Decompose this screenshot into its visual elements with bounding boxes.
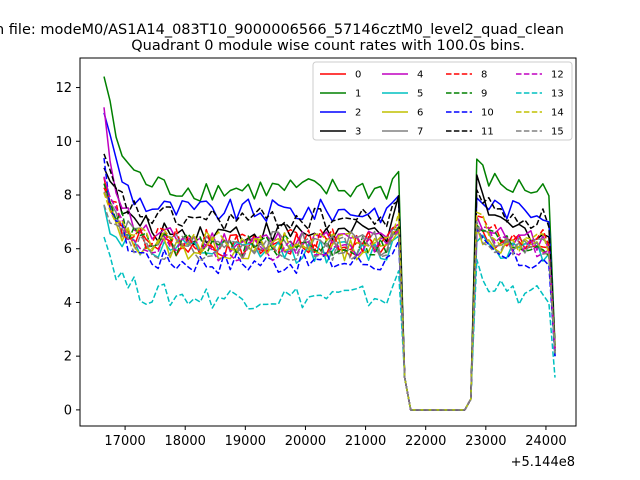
- legend-label-1: 1: [355, 89, 361, 100]
- y-tick-label: 2: [64, 350, 72, 365]
- x-tick-label: 24000: [525, 434, 566, 449]
- legend-label-9: 9: [481, 89, 487, 100]
- legend-label-3: 3: [355, 127, 361, 138]
- x-tick-label: 19000: [225, 434, 266, 449]
- legend-frame: [312, 61, 573, 141]
- legend-label-4: 4: [417, 70, 423, 81]
- x-tick-label: 23000: [465, 434, 506, 449]
- x-tick-label: 22000: [405, 434, 446, 449]
- series-line-11: [103, 153, 556, 411]
- y-tick-label: 0: [64, 403, 72, 418]
- legend-label-15: 15: [551, 127, 564, 138]
- y-tick-label: 10: [55, 135, 72, 150]
- legend-label-10: 10: [481, 108, 494, 119]
- legend-label-8: 8: [481, 70, 487, 81]
- chart-title: Quadrant 0 module wise count rates with …: [131, 38, 525, 54]
- plot-area: 17000 18000 19000 20000 21000 22000 23000 24000…: [55, 57, 577, 470]
- legend-label-7: 7: [417, 127, 423, 138]
- series-layer: [103, 76, 556, 411]
- x-tick-label: 21000: [345, 434, 386, 449]
- x-tick-label: 20000: [285, 434, 326, 449]
- plot-frame: [79, 57, 577, 427]
- legend-label-0: 0: [355, 70, 361, 81]
- y-tick-label: 12: [55, 81, 72, 96]
- series-line-15: [103, 204, 556, 411]
- legend-label-11: 11: [481, 127, 494, 138]
- legend-label-6: 6: [417, 108, 423, 119]
- figure-suptitle: n file: modeM0/AS1A14_083T10_9000006566_…: [0, 22, 564, 38]
- x-tick-label: 17000: [104, 434, 145, 449]
- x-axis: 17000 18000 19000 20000 21000 22000 23000 24000: [104, 426, 567, 449]
- series-line-4: [103, 107, 556, 411]
- legend-label-13: 13: [551, 89, 564, 100]
- y-tick-label: 4: [64, 296, 72, 311]
- y-tick-label: 8: [64, 188, 72, 203]
- legend-label-2: 2: [355, 108, 361, 119]
- series-line-10: [103, 157, 556, 411]
- series-line-2: [103, 112, 556, 411]
- x-axis-offset-label: +5.144e8: [511, 455, 575, 470]
- series-line-14: [103, 192, 556, 411]
- series-line-9: [103, 183, 556, 411]
- series-line-13: [103, 236, 556, 411]
- x-tick-label: 18000: [165, 434, 206, 449]
- y-axis: 0 2 4 6 8 10 12: [55, 81, 80, 418]
- legend-label-12: 12: [551, 70, 564, 81]
- series-line-1: [103, 76, 556, 411]
- legend-label-14: 14: [551, 108, 564, 119]
- legend-label-5: 5: [417, 89, 423, 100]
- y-tick-label: 6: [64, 242, 72, 257]
